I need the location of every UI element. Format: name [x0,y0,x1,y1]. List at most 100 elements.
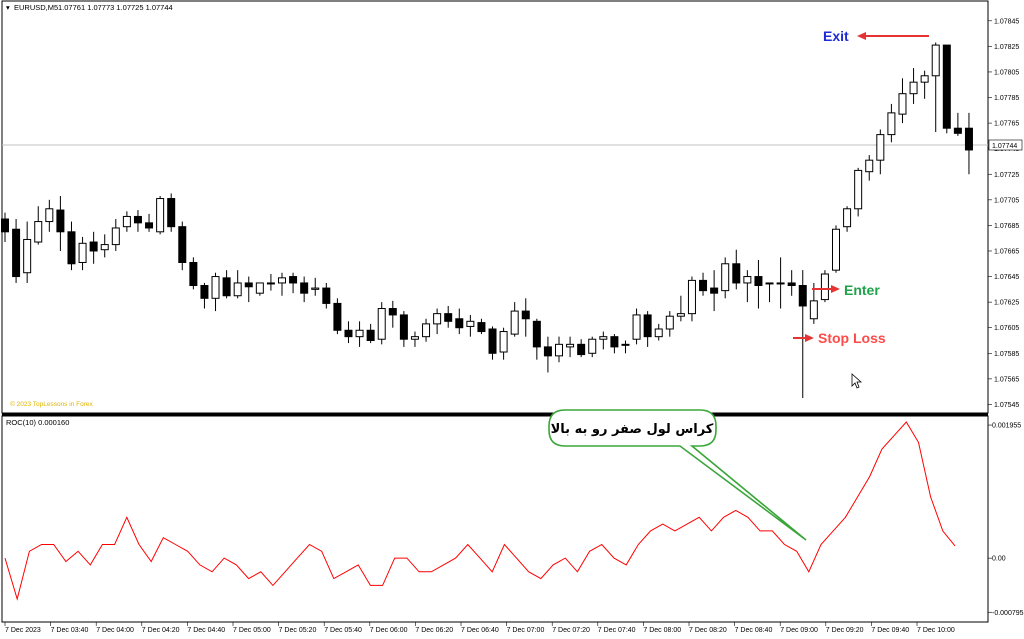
candle-body [588,338,597,354]
candle [444,305,453,328]
candle [876,129,885,175]
candle [521,298,530,337]
candle-body [278,277,286,284]
candle-body [377,308,386,340]
candle-body [266,282,275,285]
candle [355,321,364,347]
time-tick-label: 7 Dec 04:00 [96,627,134,634]
candle [433,308,442,335]
candle [100,234,109,258]
price-tick-label: 1.07705 [994,197,1019,204]
candle [12,219,21,283]
candle-body [920,75,929,83]
candle [399,311,408,347]
candle [178,221,187,271]
candle [145,213,154,232]
time-tick-label: 7 Dec 03:40 [51,627,89,634]
candle [643,311,652,347]
stop-loss-arrow-head [805,334,814,342]
time-tick-label: 7 Dec 05:00 [233,627,271,634]
price-tick-label: 1.07725 [994,172,1019,179]
candle-body [843,208,852,228]
indicator-axis: 0.001955 0.00 -0.000795 [988,423,1024,617]
candle [133,210,142,232]
candle [843,206,852,232]
candle [599,331,608,350]
candle-body [200,285,209,299]
candle-body [167,198,176,228]
time-tick-label: 7 Dec 08:20 [689,627,727,634]
candle [333,298,342,335]
indicator-tick-label: 0.001955 [992,423,1021,430]
candle-body [721,263,730,292]
price-tick-label: 1.07685 [994,223,1019,230]
indicator-panel-frame [1,415,989,623]
candle [366,323,375,344]
candle [499,327,508,360]
candle [920,70,929,99]
candle [776,257,785,309]
candle-body [111,227,120,246]
candle-body [56,209,65,233]
time-tick-label: 7 Dec 07:00 [507,627,545,634]
candle [931,42,940,133]
candle-body [876,134,885,161]
candle [654,323,663,341]
price-panel-frame [1,0,989,414]
candle-body [499,331,508,353]
time-tick-label: 7 Dec 05:20 [279,627,317,634]
time-tick-label: 7 Dec 04:20 [142,627,180,634]
candle-body [510,310,519,335]
candle-body [133,215,142,224]
candle [300,276,309,303]
candle [566,336,575,358]
candle-body [255,282,264,294]
candle-body [699,279,708,292]
candle-body [488,328,497,354]
indicator-tick-label: -0.000795 [992,610,1024,617]
candle-body [466,320,475,327]
candle [577,339,586,358]
time-tick-label: 7 Dec 09:40 [871,627,909,634]
candle [23,221,32,283]
mouse-cursor-icon [851,373,863,389]
candle [710,270,719,312]
price-tick-label: 1.07785 [994,95,1019,102]
header-ohlc: 1.07761 1.07773 1.07725 1.07744 [58,3,173,12]
candle-body [643,314,652,338]
candle-body [798,285,807,307]
exit-arrow-head [857,32,866,40]
candle-body [765,282,774,285]
candle [820,270,829,303]
candle-body [333,302,342,331]
candle-body [820,273,829,301]
time-tick-label: 7 Dec 10:00 [917,627,955,634]
candle [887,103,896,143]
time-tick-label: 7 Dec 08:00 [643,627,681,634]
candle-body [366,329,375,341]
time-tick-label: 7 Dec 2023 [5,627,41,634]
candle [621,340,630,354]
price-tick-label: 1.07805 [994,69,1019,76]
candle-body [909,81,918,95]
candle-body [776,282,785,285]
enter-arrow-head [831,285,840,293]
candle [455,308,464,335]
header-symbol-arrow[interactable]: ▾ [6,3,10,12]
candle-body [809,300,818,320]
candle-body [311,287,320,290]
indicator-tick-label: 0.00 [992,556,1006,563]
candle-body [122,215,131,228]
price-tick-label: 1.07845 [994,18,1019,25]
time-tick-label: 7 Dec 07:40 [598,627,636,634]
candle-body [521,310,530,320]
candle [200,282,209,309]
time-tick-label: 7 Dec 09:00 [780,627,818,634]
candle [167,193,176,232]
candle-body [654,328,663,338]
candle [266,274,275,291]
candle [410,331,419,347]
candle [588,336,597,358]
candle-body [455,318,464,329]
candle-body [355,329,364,338]
